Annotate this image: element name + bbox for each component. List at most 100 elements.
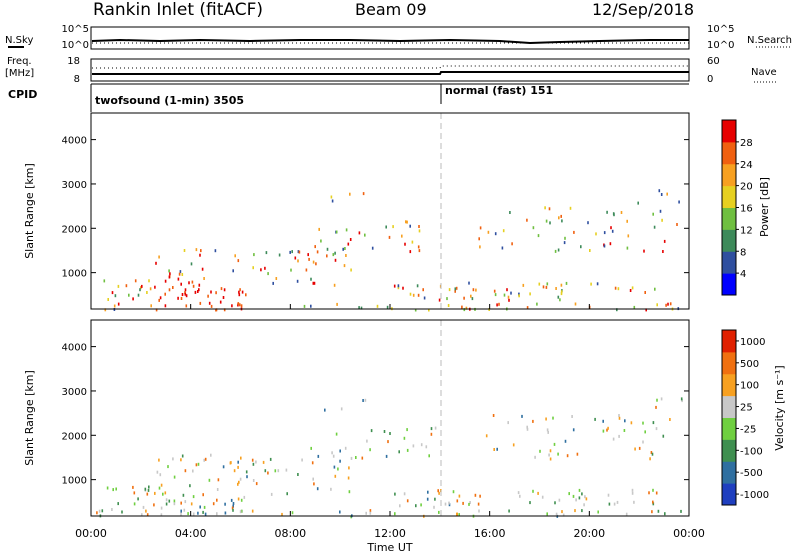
heatmap-cell	[493, 289, 496, 293]
heatmap-cell	[661, 218, 663, 222]
heatmap-cell	[625, 512, 628, 516]
heatmap-cell	[212, 502, 215, 506]
heatmap-cell	[132, 297, 134, 301]
heatmap-cell	[612, 212, 615, 216]
heatmap-cell	[423, 296, 426, 300]
heatmap-cell	[498, 302, 500, 306]
heatmap-cell	[358, 231, 361, 235]
heatmap-cell	[158, 458, 160, 462]
heatmap-cell	[243, 495, 246, 499]
heatmap-cell	[411, 240, 414, 244]
heatmap-cell	[657, 509, 660, 513]
heatmap-cell	[545, 285, 548, 289]
heatmap-cell	[606, 210, 608, 214]
heatmap-cell	[402, 286, 404, 290]
heatmap-cell	[232, 269, 234, 273]
heatmap-cell	[311, 461, 314, 465]
heatmap-cell	[479, 245, 481, 249]
freq-label-1: Freq.	[7, 56, 32, 67]
heatmap-cell	[252, 479, 255, 482]
heatmap-cell	[158, 298, 160, 302]
heatmap-cell	[468, 502, 470, 506]
heatmap-cell	[437, 489, 439, 493]
heatmap-cell	[187, 512, 189, 516]
heatmap-cell	[618, 414, 620, 417]
heatmap-cell	[184, 292, 187, 296]
heatmap-cell	[680, 509, 682, 513]
heatmap-cell	[339, 449, 341, 453]
heatmap-cell	[578, 496, 581, 500]
heatmap-cell	[371, 246, 374, 250]
heatmap-cell	[623, 429, 626, 432]
heatmap-cell	[145, 509, 147, 513]
heatmap-cell	[548, 207, 551, 211]
heatmap-cell	[403, 436, 406, 440]
heatmap-cell	[291, 250, 293, 254]
heatmap-cell	[561, 510, 563, 514]
heatmap-cell	[195, 463, 198, 467]
heatmap-cell	[255, 460, 257, 464]
heatmap-cell	[333, 465, 336, 469]
heatmap-cell	[107, 298, 109, 301]
heatmap-cell	[197, 290, 199, 293]
heatmap-cell	[164, 491, 167, 495]
heatmap-cell	[231, 506, 234, 510]
heatmap-cell	[616, 500, 619, 504]
heatmap-cell	[180, 297, 183, 300]
heatmap-cell	[241, 290, 244, 294]
heatmap-cell	[627, 234, 630, 238]
heatmap-cell	[349, 192, 351, 196]
heatmap-cell	[215, 291, 217, 295]
colorbar-swatch	[722, 330, 736, 353]
colorbar-tick-label: -100	[740, 446, 763, 457]
heatmap-cell	[610, 226, 612, 230]
heatmap-cell	[291, 511, 294, 515]
heatmap-cell	[448, 503, 451, 507]
heatmap-cell	[237, 465, 239, 469]
heatmap-cell	[192, 495, 195, 499]
heatmap-cell	[631, 488, 634, 492]
heatmap-cell	[546, 428, 549, 432]
nsky-tick-top: 10^5	[62, 24, 89, 35]
heatmap-cell	[417, 245, 420, 249]
heatmap-cell	[252, 266, 254, 270]
heatmap-cell	[438, 298, 441, 302]
heatmap-cell	[532, 226, 535, 230]
heatmap-cell	[566, 454, 569, 458]
heatmap-cell	[401, 234, 403, 238]
heatmap-cell	[106, 486, 109, 490]
colorbar-swatch	[722, 251, 736, 274]
heatmap-cell	[180, 512, 182, 516]
heatmap-cell	[659, 209, 662, 213]
heatmap-cell	[438, 510, 440, 514]
x-tick-label: 12:00	[374, 527, 406, 540]
heatmap-cell	[656, 398, 658, 402]
heatmap-cell	[173, 499, 176, 503]
colorbar-tick-label: 500	[740, 359, 759, 370]
heatmap-cell	[251, 509, 254, 513]
heatmap-cell	[197, 511, 199, 515]
heatmap-cell	[536, 302, 538, 306]
heatmap-cell	[199, 301, 202, 305]
heatmap-cell	[656, 303, 658, 307]
heatmap-cell	[148, 279, 150, 283]
heatmap-cell	[204, 512, 207, 516]
heatmap-cell	[182, 493, 185, 497]
heatmap-cell	[112, 488, 114, 492]
colorbar-swatch	[722, 141, 736, 165]
heatmap-cell	[111, 508, 113, 511]
heatmap-cell	[142, 505, 145, 509]
heatmap-cell	[267, 471, 269, 475]
heatmap-cell	[470, 294, 472, 298]
colorbar-tick-label: -500	[740, 468, 763, 479]
heatmap-cell	[253, 253, 255, 257]
heatmap-cell	[160, 513, 163, 517]
heatmap-cell	[177, 296, 179, 300]
heatmap-cell	[210, 304, 213, 308]
heatmap-cell	[417, 293, 420, 297]
heatmap-cell	[158, 255, 160, 259]
heatmap-cell	[614, 286, 617, 290]
heatmap-cell	[149, 287, 152, 291]
colorbar-tick-label: -1000	[740, 490, 769, 501]
heatmap-cell	[345, 228, 348, 232]
